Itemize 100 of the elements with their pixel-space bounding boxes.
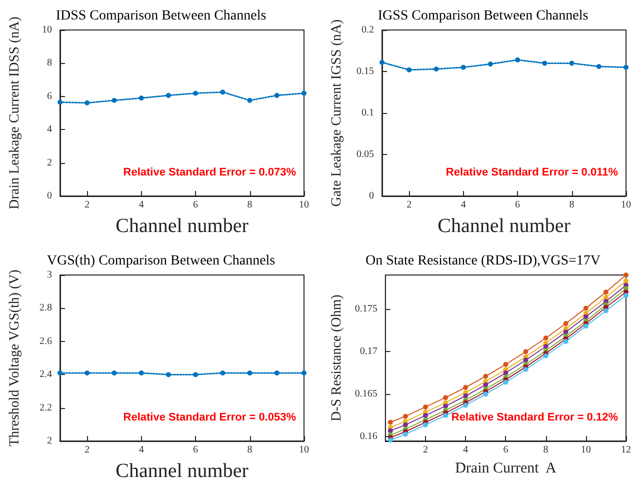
x-tick-label: 2 xyxy=(84,444,90,455)
x-tick-label: 6 xyxy=(515,200,520,210)
y-tick-label: 0.16 xyxy=(360,430,378,442)
y-tick-label: 0.175 xyxy=(354,303,378,314)
point xyxy=(563,338,568,344)
x-tick-label: 2 xyxy=(423,444,428,455)
point xyxy=(543,352,548,358)
x-tick-label: 2 xyxy=(406,200,412,210)
point xyxy=(388,437,393,442)
point xyxy=(463,402,468,408)
point xyxy=(503,379,508,384)
y-tick-label: 6 xyxy=(47,90,52,102)
point xyxy=(569,60,574,66)
y-tick-label: 0.1 xyxy=(362,108,374,118)
point xyxy=(543,344,548,349)
point xyxy=(443,394,448,400)
x-axis-title: Drain Current A xyxy=(455,460,556,476)
chart-title: On State Resistance (RDS-ID),VGS=17V xyxy=(366,253,600,268)
y-tick-label: 0.17 xyxy=(360,346,378,357)
x-tick-label: 12 xyxy=(621,444,631,455)
y-tick-label: 2.2 xyxy=(40,402,52,413)
point xyxy=(460,64,466,70)
point xyxy=(596,64,602,70)
point xyxy=(488,62,493,67)
y-tick-label: 0.05 xyxy=(356,149,374,160)
chart-title: IDSS Comparison Between Channels xyxy=(56,8,266,24)
y-tick-label: 10 xyxy=(42,24,52,36)
x-tick-label: 2 xyxy=(84,200,90,210)
point xyxy=(523,357,528,362)
y-tick-label: 4 xyxy=(47,124,52,136)
point xyxy=(624,64,628,70)
x-tick-label: 10 xyxy=(299,200,309,210)
point xyxy=(138,96,144,101)
point xyxy=(523,348,528,354)
annotation: Relative Standard Error = 0.011% xyxy=(446,166,618,178)
point xyxy=(406,67,412,72)
chart-title: VGS(th) Comparison Between Channels xyxy=(46,253,276,268)
y-axis-title: D-S Resistance (Ohm) xyxy=(330,294,344,421)
x-tick-label: 6 xyxy=(193,200,198,210)
point xyxy=(624,272,628,277)
point xyxy=(58,100,62,105)
y-tick-label: 2.6 xyxy=(40,335,52,346)
point xyxy=(443,403,448,408)
point xyxy=(112,98,117,103)
x-tick-label: 10 xyxy=(580,444,591,455)
point xyxy=(380,60,384,65)
point xyxy=(583,305,588,310)
point xyxy=(483,382,488,387)
y-tick-label: 2.8 xyxy=(40,302,52,314)
point xyxy=(388,419,393,424)
point xyxy=(463,384,468,390)
point xyxy=(563,320,568,326)
point xyxy=(463,392,468,398)
point xyxy=(603,294,608,300)
point xyxy=(193,90,198,96)
annotation: Relative Standard Error = 0.073% xyxy=(123,166,296,178)
x-axis-title: Channel number xyxy=(116,215,249,237)
y-axis-title: Drain Leakage Current IDSS (nA) xyxy=(8,16,22,210)
x-tick-label: 8 xyxy=(569,200,574,210)
point xyxy=(624,292,628,298)
point xyxy=(603,289,608,294)
y-tick-label: 2 xyxy=(47,157,52,168)
y-tick-label: 3 xyxy=(47,269,52,280)
y-tick-label: 0.165 xyxy=(354,388,378,400)
y-tick-label: 2.4 xyxy=(40,368,52,380)
x-tick-label: 6 xyxy=(193,444,198,455)
x-tick-label: 4 xyxy=(138,444,144,455)
x-tick-label: 4 xyxy=(460,200,466,210)
y-tick-label: 2 xyxy=(47,435,52,446)
point xyxy=(220,90,226,95)
annotation: Relative Standard Error = 0.053% xyxy=(123,411,296,423)
x-tick-label: 8 xyxy=(543,444,548,455)
x-axis-title: Channel number xyxy=(438,215,571,237)
chart-title: IGSS Comparison Between Channels xyxy=(378,8,588,24)
y-tick-label: 0 xyxy=(47,190,52,202)
x-tick-label: 8 xyxy=(247,200,252,210)
point xyxy=(302,90,306,96)
x-tick-label: 4 xyxy=(463,444,468,455)
point xyxy=(583,314,588,319)
point xyxy=(423,422,428,427)
point xyxy=(515,57,520,62)
y-tick-label: 0.15 xyxy=(356,66,374,77)
point xyxy=(402,431,408,436)
y-axis-title: Threshold Voltage VGS(th) (V) xyxy=(8,268,22,446)
x-tick-label: 4 xyxy=(138,200,144,210)
y-tick-label: 8 xyxy=(47,58,52,69)
point xyxy=(166,92,171,98)
y-tick-label: 0.2 xyxy=(362,24,374,36)
point xyxy=(483,391,488,396)
annotation: Relative Standard Error = 0.12% xyxy=(451,411,618,423)
x-tick-label: 10 xyxy=(621,200,631,210)
point xyxy=(388,428,393,433)
point xyxy=(247,98,252,103)
point xyxy=(583,323,588,328)
point xyxy=(563,329,568,334)
point xyxy=(274,92,280,98)
point xyxy=(402,422,408,427)
x-axis-title: Channel number xyxy=(116,460,249,482)
point xyxy=(503,361,508,366)
point xyxy=(503,370,508,375)
